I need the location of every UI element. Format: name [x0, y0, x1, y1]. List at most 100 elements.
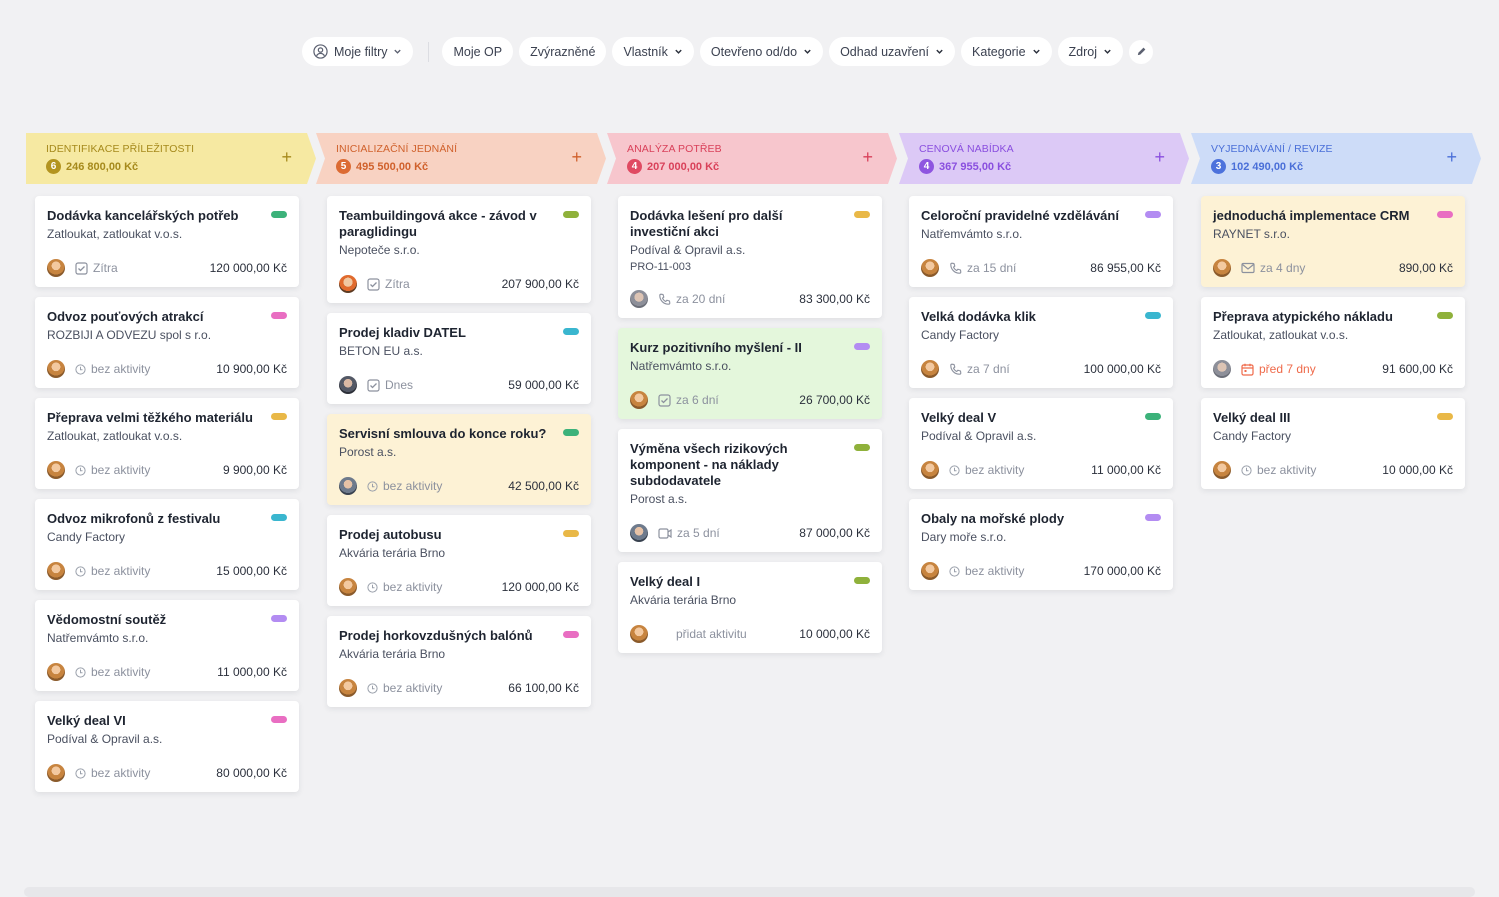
deal-card[interactable]: Celoroční pravidelné vzdělávání Natřemvám…: [909, 196, 1173, 287]
company-name[interactable]: Dary moře s.r.o.: [921, 530, 1007, 544]
activity-info[interactable]: za 4 dny: [1241, 261, 1305, 275]
activity-info[interactable]: Zítra: [367, 277, 410, 291]
company-name[interactable]: Candy Factory: [47, 530, 126, 544]
company-name[interactable]: Natřemvámto s.r.o.: [47, 631, 149, 645]
deal-card[interactable]: Odvoz pouťových atrakcí ROZBIJI A ODVEZU …: [35, 297, 299, 388]
company-name[interactable]: Akvária terária Brno: [339, 647, 446, 661]
deal-card[interactable]: Obaly na mořské plody Dary moře s.r.o. bez…: [909, 499, 1173, 590]
deal-card[interactable]: Kurz pozitivního myšlení - II Natřemvámto…: [618, 328, 882, 419]
filter-chip[interactable]: Vlastník: [612, 37, 694, 66]
avatar[interactable]: [1213, 259, 1231, 277]
avatar[interactable]: [339, 376, 357, 394]
activity-info[interactable]: bez aktivity: [949, 564, 1024, 578]
activity-info[interactable]: bez aktivity: [367, 580, 442, 594]
add-deal-button[interactable]: +: [1154, 147, 1165, 167]
company-name[interactable]: Zatloukat, zatloukat v.o.s.: [47, 429, 183, 443]
deal-card[interactable]: Velký deal III Candy Factory bez aktivity 1…: [1201, 398, 1465, 489]
deal-card[interactable]: Přeprava velmi těžkého materiálu Zatlouka…: [35, 398, 299, 489]
deal-card[interactable]: Servisní smlouva do konce roku? Porost a.…: [327, 414, 591, 505]
avatar[interactable]: [1213, 360, 1231, 378]
company-name[interactable]: Podíval & Opravil a.s.: [921, 429, 1037, 443]
avatar[interactable]: [339, 679, 357, 697]
avatar[interactable]: [921, 461, 939, 479]
activity-info[interactable]: za 5 dní: [658, 526, 720, 540]
filter-chip[interactable]: Moje OP: [442, 37, 514, 66]
add-deal-button[interactable]: +: [281, 147, 292, 167]
deal-card[interactable]: Velký deal I Akvária terária Brno přidat a…: [618, 562, 882, 653]
avatar[interactable]: [339, 578, 357, 596]
company-name[interactable]: ROZBIJI A ODVEZU spol s r.o.: [47, 328, 212, 342]
deal-card[interactable]: Vědomostní soutěž Natřemvámto s.r.o. bez a…: [35, 600, 299, 691]
avatar[interactable]: [921, 259, 939, 277]
activity-info[interactable]: za 15 dní: [949, 261, 1016, 275]
horizontal-scrollbar[interactable]: [24, 887, 1475, 897]
avatar[interactable]: [630, 391, 648, 409]
filter-chip[interactable]: Odhad uzavření: [829, 37, 956, 66]
company-name[interactable]: Natřemvámto s.r.o.: [921, 227, 1023, 241]
company-name[interactable]: Podíval & Opravil a.s.: [630, 243, 746, 257]
activity-info[interactable]: bez aktivity: [1241, 463, 1316, 477]
activity-info[interactable]: za 6 dní: [658, 393, 719, 407]
deal-card[interactable]: Prodej horkovzdušných balónů Akvária terá…: [327, 616, 591, 707]
edit-filters-button[interactable]: [1129, 39, 1154, 64]
add-deal-button[interactable]: +: [1446, 147, 1457, 167]
deal-card[interactable]: Dodávka lešení pro další investiční akci…: [618, 196, 882, 318]
company-name[interactable]: Natřemvámto s.r.o.: [630, 359, 732, 373]
filter-chip[interactable]: Zdroj: [1057, 37, 1124, 66]
activity-info[interactable]: před 7 dny: [1241, 362, 1316, 376]
deal-card[interactable]: jednoduchá implementace CRM RAYNET s.r.o.…: [1201, 196, 1465, 287]
filter-chip[interactable]: Otevřeno od/do: [699, 37, 824, 66]
add-deal-button[interactable]: +: [571, 147, 582, 167]
avatar[interactable]: [47, 562, 65, 580]
activity-info[interactable]: bez aktivity: [949, 463, 1024, 477]
avatar[interactable]: [47, 764, 65, 782]
activity-info[interactable]: bez aktivity: [367, 479, 442, 493]
activity-info[interactable]: bez aktivity: [367, 681, 442, 695]
activity-info[interactable]: přidat aktivitu: [676, 627, 747, 641]
company-name[interactable]: Podíval & Opravil a.s.: [47, 732, 163, 746]
avatar[interactable]: [630, 625, 648, 643]
activity-info[interactable]: Dnes: [367, 378, 413, 392]
activity-info[interactable]: bez aktivity: [75, 463, 150, 477]
activity-info[interactable]: Zítra: [75, 261, 118, 275]
deal-card[interactable]: Velká dodávka klik Candy Factory za 7 dní 1…: [909, 297, 1173, 388]
my-filters-dropdown[interactable]: Moje filtry: [302, 37, 414, 66]
company-name[interactable]: Candy Factory: [921, 328, 1000, 342]
avatar[interactable]: [339, 275, 357, 293]
deal-card[interactable]: Odvoz mikrofonů z festivalu Candy Factory…: [35, 499, 299, 590]
activity-info[interactable]: za 20 dní: [658, 292, 725, 306]
company-name[interactable]: Nepoteče s.r.o.: [339, 243, 420, 257]
company-name[interactable]: Akvária terária Brno: [630, 593, 737, 607]
deal-card[interactable]: Dodávka kancelářských potřeb Zatloukat, z…: [35, 196, 299, 287]
company-name[interactable]: Akvária terária Brno: [339, 546, 446, 560]
avatar[interactable]: [47, 360, 65, 378]
activity-info[interactable]: bez aktivity: [75, 362, 150, 376]
filter-chip[interactable]: Kategorie: [961, 37, 1052, 66]
avatar[interactable]: [47, 259, 65, 277]
deal-card[interactable]: Teambuildingová akce - závod v paraglidi…: [327, 196, 591, 303]
avatar[interactable]: [630, 290, 648, 308]
activity-info[interactable]: bez aktivity: [75, 665, 150, 679]
activity-info[interactable]: bez aktivity: [75, 564, 150, 578]
filter-chip[interactable]: Zvýrazněné: [519, 37, 607, 66]
company-name[interactable]: Porost a.s.: [339, 445, 397, 459]
company-name[interactable]: Porost a.s.: [630, 492, 688, 506]
deal-card[interactable]: Prodej autobusu Akvária terária Brno bez a…: [327, 515, 591, 606]
activity-info[interactable]: za 7 dní: [949, 362, 1010, 376]
deal-card[interactable]: Velký deal VI Podíval & Opravil a.s. bez a…: [35, 701, 299, 792]
avatar[interactable]: [47, 461, 65, 479]
add-deal-button[interactable]: +: [862, 147, 873, 167]
avatar[interactable]: [47, 663, 65, 681]
avatar[interactable]: [921, 562, 939, 580]
deal-card[interactable]: Velký deal V Podíval & Opravil a.s. bez ak…: [909, 398, 1173, 489]
deal-card[interactable]: Výměna všech rizikových komponent - na n…: [618, 429, 882, 552]
company-name[interactable]: BETON EU a.s.: [339, 344, 423, 358]
avatar[interactable]: [339, 477, 357, 495]
avatar[interactable]: [1213, 461, 1231, 479]
deal-card[interactable]: Přeprava atypického nákladu Zatloukat, za…: [1201, 297, 1465, 388]
avatar[interactable]: [921, 360, 939, 378]
company-name[interactable]: Zatloukat, zatloukat v.o.s.: [47, 227, 183, 241]
avatar[interactable]: [630, 524, 648, 542]
company-name[interactable]: Candy Factory: [1213, 429, 1292, 443]
deal-card[interactable]: Prodej kladiv DATEL BETON EU a.s. Dnes 59 0…: [327, 313, 591, 404]
